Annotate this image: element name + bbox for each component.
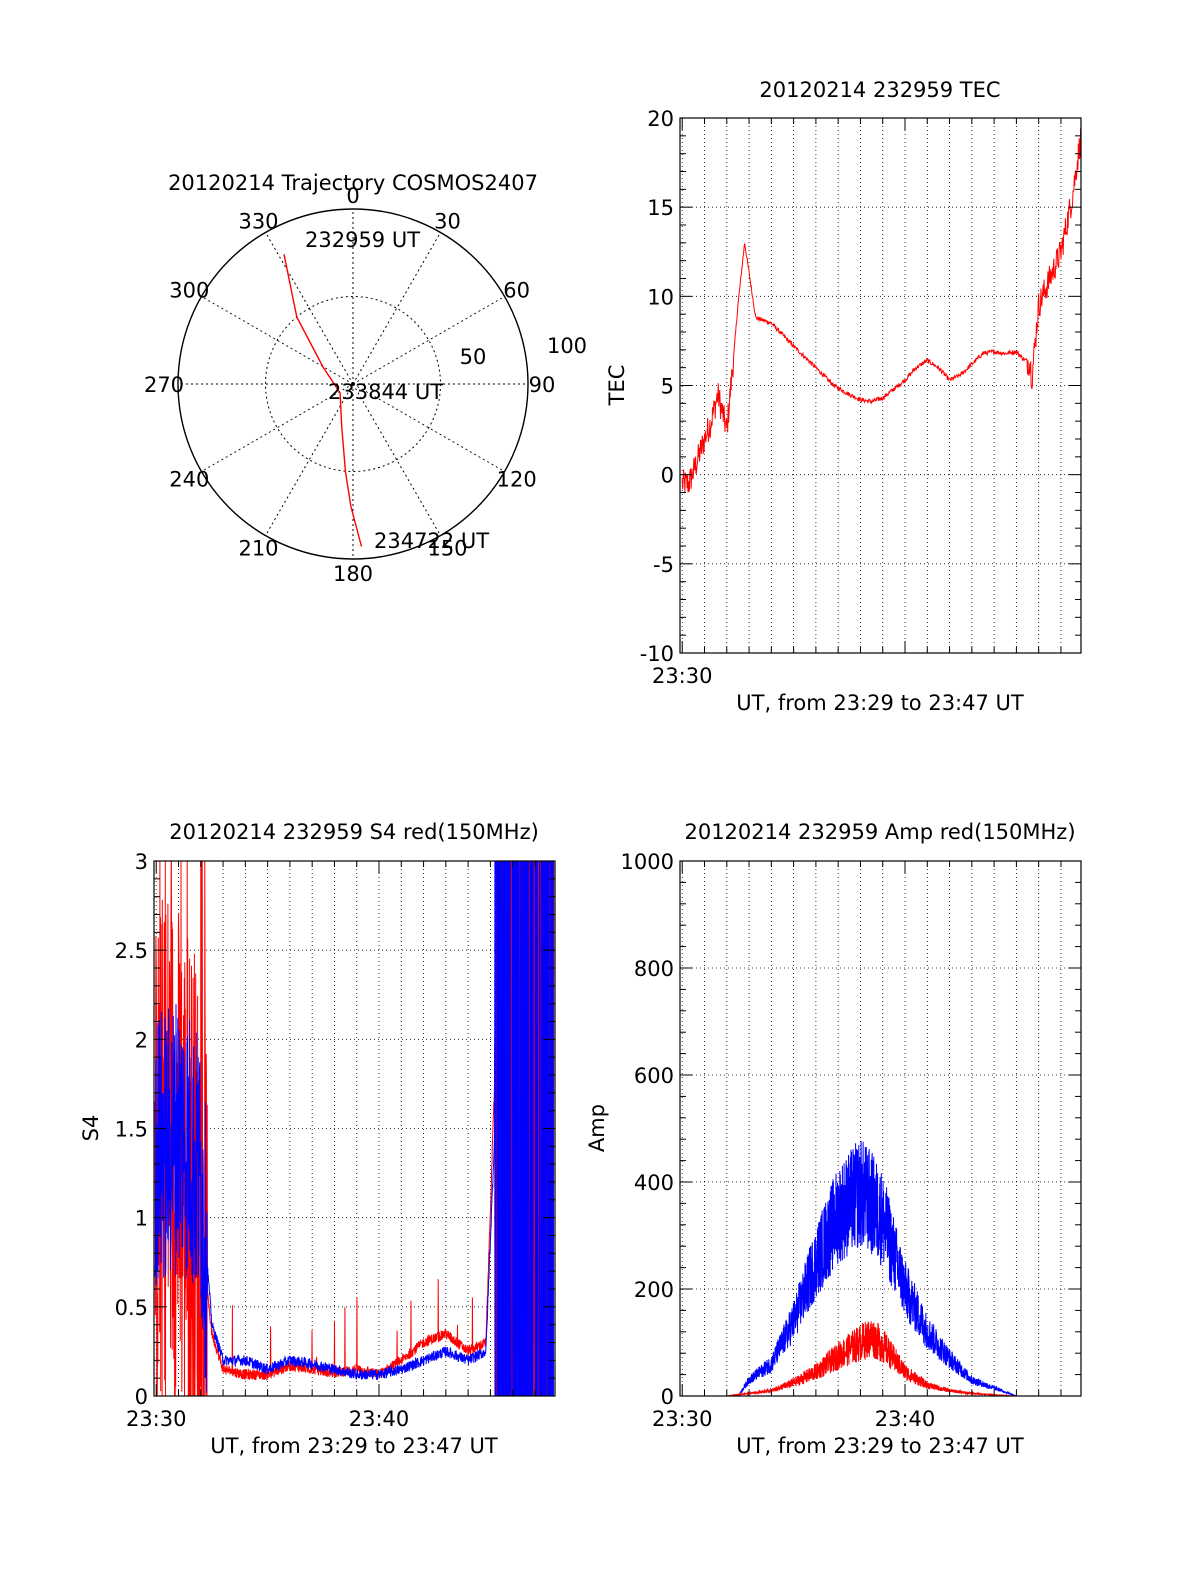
polar-radius-label-50: 50	[460, 345, 487, 369]
polar-inner-circle	[265, 296, 441, 472]
s4-ytick-label: 3	[135, 850, 148, 874]
polar-spoke-150	[352, 383, 441, 536]
tec-ytick-label: 10	[647, 285, 674, 309]
s4-ytick-label: 1	[135, 1207, 148, 1231]
tec-series-line	[681, 127, 1082, 493]
amp-ylabel: Amp	[585, 1104, 609, 1152]
amp-series	[682, 1140, 1081, 1398]
polar-outer-circle	[177, 208, 529, 560]
polar-trajectory-chart: 20120214 Trajectory COSMOS2407 0 30 60 90 12…	[144, 171, 587, 586]
polar-angle-label-120: 120	[497, 468, 537, 492]
polar-angle-label-180: 180	[333, 562, 373, 586]
s4-ytick-label: 2	[135, 1028, 148, 1052]
amp-ytick-label: 400	[634, 1171, 674, 1195]
s4-xtick-label: 23:40	[349, 1407, 410, 1431]
polar-grid	[177, 208, 529, 560]
amp-ticks: 1000 800 600 400 200 023:30 23:40	[621, 850, 1081, 1431]
s4-ytick-label: 2.5	[115, 939, 148, 963]
amp-ytick-label: 1000	[621, 850, 674, 874]
s4-xtick-label: 23:30	[126, 1407, 187, 1431]
amp-plot-frame	[679, 860, 1082, 1397]
amp-xlabel: UT, from 23:29 to 23:47 UT	[736, 1434, 1024, 1458]
polar-angle-label-60: 60	[503, 279, 530, 303]
tec-ytick-label: 15	[647, 196, 674, 220]
s4-chart: 20120214 232959 S4 red(150MHz) 3 2.5 2 1.5 1…	[79, 820, 556, 1458]
tec-ytick-label: 5	[661, 375, 674, 399]
amp-ytick-label: 800	[634, 957, 674, 981]
polar-angle-label-30: 30	[434, 209, 461, 233]
s4-ytick-label: 1.5	[115, 1118, 148, 1142]
polar-spoke-330	[265, 232, 354, 385]
s4-ytick-label: 0.5	[115, 1296, 148, 1320]
polar-start-label: 232959 UT	[305, 228, 420, 252]
polar-angle-labels: 0 30 60 90 120 150 180 210 240 270 300 330	[144, 184, 555, 586]
amp-xtick-label: 23:40	[875, 1407, 936, 1431]
s4-series-red	[154, 860, 555, 1397]
polar-mid-label: 233844 UT	[328, 380, 443, 404]
s4-series-blue	[154, 860, 554, 1397]
polar-spoke-300	[201, 296, 354, 385]
polar-angle-label-300: 300	[169, 279, 209, 303]
polar-angle-label-330: 330	[238, 209, 278, 233]
polar-angle-label-240: 240	[169, 468, 209, 492]
s4-ticks: 3 2.5 2 1.5 1 0.5 023:30 23:40	[115, 850, 555, 1431]
s4-grid	[154, 861, 555, 1396]
tec-series	[681, 127, 1082, 493]
polar-radius-label-100: 100	[547, 334, 587, 358]
polar-angle-label-150: 150	[427, 537, 467, 561]
polar-spoke-60	[352, 296, 505, 385]
s4-ylabel: S4	[79, 1115, 103, 1142]
polar-angle-label-270: 270	[144, 373, 184, 397]
amp-chart: 20120214 232959 Amp red(150MHz) 1000 800 6…	[585, 820, 1082, 1458]
tec-title: 20120214 232959 TEC	[759, 78, 1000, 102]
tec-ytick-label: -10	[640, 642, 674, 666]
amp-ytick-label: 600	[634, 1064, 674, 1088]
amp-title: 20120214 232959 Amp red(150MHz)	[684, 820, 1075, 844]
amp-ytick-label: 200	[634, 1278, 674, 1302]
polar-spoke-30	[352, 232, 441, 385]
amp-ytick-label: 0	[661, 1385, 674, 1409]
polar-spoke-210	[265, 383, 354, 536]
tec-ylabel: TEC	[605, 365, 629, 407]
tec-ytick-label: 20	[647, 107, 674, 131]
s4-xlabel: UT, from 23:29 to 23:47 UT	[210, 1434, 498, 1458]
polar-spoke-120	[352, 383, 505, 472]
tec-ytick-label: 0	[661, 464, 674, 488]
tec-xtick-label: 23:30	[652, 664, 713, 688]
polar-series	[283, 254, 363, 547]
amp-xtick-label: 23:30	[652, 1407, 713, 1431]
polar-angle-label-90: 90	[529, 373, 556, 397]
amp-grid	[680, 861, 1081, 1396]
tec-ytick-label: -5	[653, 553, 674, 577]
s4-ytick-label: 0	[135, 1385, 148, 1409]
polar-angle-label-0: 0	[346, 184, 359, 208]
polar-trajectory-line	[283, 254, 363, 547]
polar-title: 20120214 Trajectory COSMOS2407	[168, 171, 538, 195]
polar-angle-label-210: 210	[238, 537, 278, 561]
s4-series	[154, 860, 555, 1397]
amp-series-red	[682, 1321, 1081, 1398]
tec-xlabel: UT, from 23:29 to 23:47 UT	[736, 691, 1024, 715]
s4-title: 20120214 232959 S4 red(150MHz)	[169, 820, 539, 844]
polar-end-label: 234722 UT	[374, 529, 489, 553]
polar-spoke-240	[201, 383, 354, 472]
tec-grid	[680, 118, 1081, 653]
